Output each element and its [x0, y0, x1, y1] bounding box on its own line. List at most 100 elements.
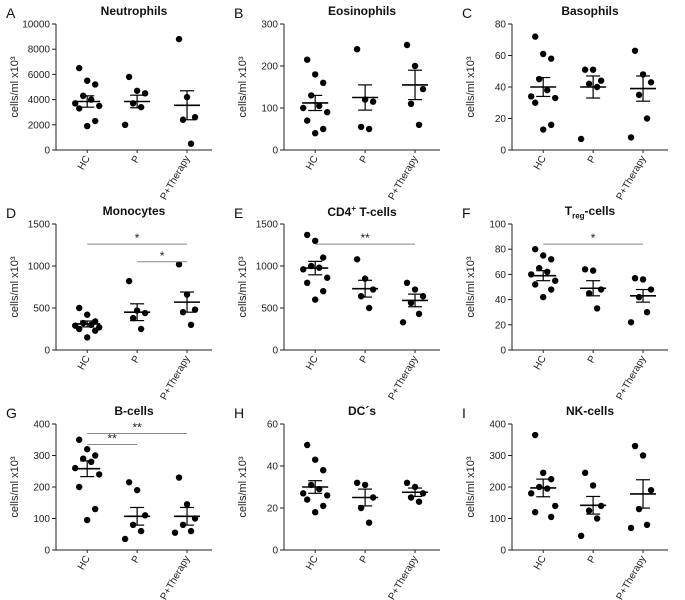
x-tick-label: P+Therapy [387, 154, 421, 202]
data-point [121, 535, 129, 543]
data-point [536, 264, 543, 272]
data-point [544, 268, 551, 276]
y-tick-label: 2000 [28, 120, 51, 131]
data-point [96, 102, 103, 110]
x-tick-label: HC [304, 154, 321, 172]
panel-title: Treg-cells [490, 204, 685, 220]
panel-h: H DC´s 0 20 40 60 cells/ml x10³ HC P P+Therapy [228, 400, 456, 600]
x-tick-label: P+Therapy [159, 354, 193, 402]
title-main: Basophils [561, 4, 619, 18]
data-point [353, 256, 361, 263]
data-point [540, 293, 547, 301]
data-point [540, 50, 547, 58]
data-point [593, 515, 601, 522]
x-tick-label: HC [76, 554, 93, 572]
y-tick-label: 0 [44, 346, 50, 357]
data-point [365, 519, 373, 526]
data-point [312, 456, 319, 463]
data-point [304, 279, 311, 286]
data-point [88, 458, 95, 465]
data-point [548, 55, 555, 62]
data-point [577, 532, 585, 540]
data-point [312, 296, 319, 303]
data-point [312, 237, 319, 244]
panel-title: NK-cells [490, 404, 685, 418]
data-point [403, 41, 411, 49]
x-tick-label: HC [532, 154, 549, 172]
data-point [125, 73, 133, 81]
y-tick-label: 80 [495, 245, 507, 256]
data-point [635, 91, 643, 99]
panel-letter: C [462, 5, 473, 21]
data-point [639, 276, 647, 283]
y-tick-label: 20 [495, 320, 507, 331]
data-point [581, 469, 589, 477]
panel-letter: B [234, 5, 244, 21]
data-point [411, 62, 419, 70]
y-axis-label: cells/ml x10³ [9, 56, 21, 117]
x-tick-label: HC [76, 354, 93, 372]
data-point [96, 471, 103, 478]
data-point [312, 71, 319, 78]
data-point [320, 502, 327, 510]
x-tick-label: P [130, 154, 143, 166]
y-axis-label: cells/ml x10³ [237, 456, 249, 517]
data-point [84, 122, 91, 130]
data-point [84, 311, 91, 318]
data-point [407, 299, 415, 307]
x-tick-label: P+Therapy [615, 554, 649, 600]
x-tick-label: P+Therapy [159, 154, 193, 202]
y-axis-label: cells/ml x10³ [465, 456, 477, 517]
x-tick-label: P [130, 354, 143, 366]
y-tick-label: 500 [261, 304, 278, 315]
y-tick-label: 100 [33, 514, 50, 525]
data-point [627, 524, 635, 532]
data-point [171, 529, 179, 536]
data-point [300, 266, 307, 273]
data-point [187, 140, 195, 147]
y-tick-label: 60 [495, 51, 507, 62]
x-tick-label: HC [76, 154, 93, 172]
plot-area: 0 100 200 300 400 cells/ml x10³ HC P P+Therapy [465, 420, 668, 600]
panel-e: E CD4+ T-cells 0 500 1000 1500 cells/ml x10³ HC… [228, 200, 456, 402]
data-point [540, 252, 547, 259]
y-tick-label: 300 [489, 451, 506, 462]
data-point [191, 306, 199, 313]
significance-label: ** [132, 420, 142, 434]
y-tick-label: 0 [500, 146, 506, 157]
data-point [137, 527, 145, 535]
data-point [528, 93, 535, 100]
data-point [532, 281, 539, 288]
data-point [552, 94, 559, 102]
panel-letter: E [234, 205, 244, 221]
data-point [589, 267, 597, 274]
y-tick-label: 0 [44, 146, 50, 157]
x-tick-label: P+Therapy [159, 554, 193, 600]
y-tick-label: 1500 [256, 220, 279, 231]
significance-label: * [591, 231, 596, 245]
data-point [528, 490, 535, 497]
y-tick-label: 8000 [28, 45, 51, 56]
y-tick-label: 10000 [22, 20, 50, 31]
data-point [187, 321, 195, 328]
data-point [544, 86, 551, 94]
x-tick-label: P [130, 554, 143, 566]
y-tick-label: 200 [261, 62, 278, 73]
data-point [369, 286, 377, 293]
x-tick-label: P [358, 354, 371, 366]
data-point [133, 486, 141, 494]
title-superscript: + [351, 204, 356, 213]
data-point [191, 114, 199, 121]
plot-area: 0 100 200 300 cells/ml x10³ HC P P+Therapy [237, 20, 440, 202]
y-tick-label: 0 [500, 346, 506, 357]
data-point [175, 261, 183, 268]
panel-letter: G [6, 405, 17, 421]
data-point [320, 254, 327, 261]
y-tick-label: 0 [500, 546, 506, 557]
data-point [419, 490, 427, 497]
plot-area: 0 500 1000 1500 cells/ml x10³ HC P P+Therapy ** [237, 220, 440, 402]
plot-area: 0 100 200 300 400 cells/ml x10³ HC P P+Therapy **… [9, 420, 212, 600]
data-point [585, 507, 593, 514]
data-point [320, 125, 327, 133]
data-point [320, 79, 327, 87]
